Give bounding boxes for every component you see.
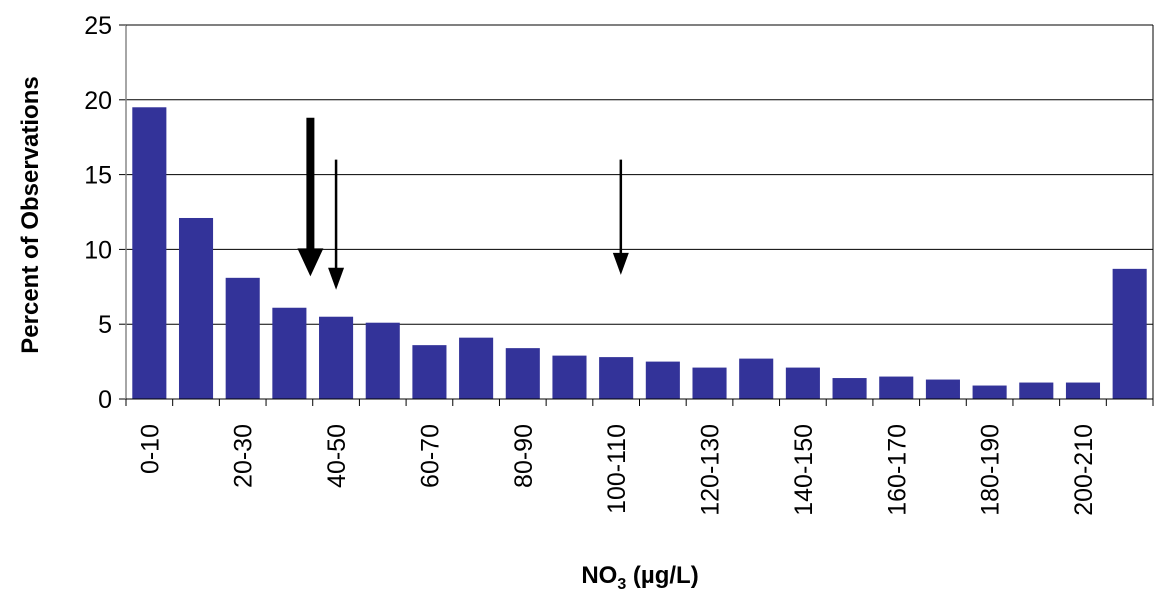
x-tick-label: 60-70 xyxy=(416,424,444,488)
bar xyxy=(645,361,680,399)
thin-arrow xyxy=(612,159,629,275)
bars xyxy=(132,107,1147,399)
gridlines xyxy=(126,24,1153,325)
bar xyxy=(272,307,307,399)
x-tick-label: 120-130 xyxy=(697,424,725,516)
bar xyxy=(1019,382,1054,399)
y-tick-label: 15 xyxy=(84,162,112,190)
x-axis-title-subscript: 3 xyxy=(617,575,627,593)
x-axis-title: NO3 (µg/L) xyxy=(510,562,770,594)
x-tick-label: 100-110 xyxy=(603,424,631,514)
arrow-head xyxy=(612,252,629,275)
bar xyxy=(692,367,727,399)
bar xyxy=(319,316,354,399)
bar xyxy=(552,355,587,399)
thin-arrow xyxy=(328,159,345,290)
x-axis-title-main: NO xyxy=(581,562,618,589)
y-tick-label: 0 xyxy=(98,386,112,414)
bar xyxy=(599,357,634,399)
x-tick-label: 20-30 xyxy=(230,424,258,488)
bar xyxy=(225,277,260,399)
y-tick-labels: 0 5 10 15 20 25 xyxy=(84,12,112,414)
bar xyxy=(459,337,494,399)
x-tick-label: 200-210 xyxy=(1070,424,1098,516)
y-tick-label: 25 xyxy=(84,12,112,40)
x-tick-label: 180-190 xyxy=(977,424,1005,516)
y-tick-label: 5 xyxy=(98,311,112,339)
x-tick-label: 140-150 xyxy=(790,424,818,516)
arrow-head xyxy=(297,248,324,277)
bar xyxy=(972,385,1007,399)
bar xyxy=(925,379,960,399)
bar xyxy=(412,345,447,399)
y-tick-label: 10 xyxy=(84,236,112,264)
x-tick-labels: 0-10 20-30 40-50 60-70 80-90 100-110 120-130 14… xyxy=(136,424,1098,516)
bar xyxy=(879,376,914,399)
bar xyxy=(739,358,774,399)
bar xyxy=(1065,382,1101,399)
bar xyxy=(505,348,540,399)
bar xyxy=(132,107,167,399)
y-tick-label: 20 xyxy=(84,87,112,115)
bar xyxy=(365,322,400,399)
thick-arrow xyxy=(297,117,324,277)
x-tick-label: 0-10 xyxy=(136,424,164,474)
x-tick-label: 160-170 xyxy=(883,424,911,516)
bar xyxy=(178,217,214,399)
arrow-head xyxy=(328,267,345,290)
x-tick-label: 40-50 xyxy=(323,424,351,488)
x-tick-label: 80-90 xyxy=(510,424,538,488)
x-axis-title-unit: (µg/L) xyxy=(626,562,699,589)
bar xyxy=(785,367,820,399)
y-axis-title: Percent of Observations xyxy=(17,76,44,353)
annotation-arrows xyxy=(297,117,629,290)
axes xyxy=(119,24,1154,406)
bar xyxy=(832,378,867,399)
bar xyxy=(1112,268,1147,399)
